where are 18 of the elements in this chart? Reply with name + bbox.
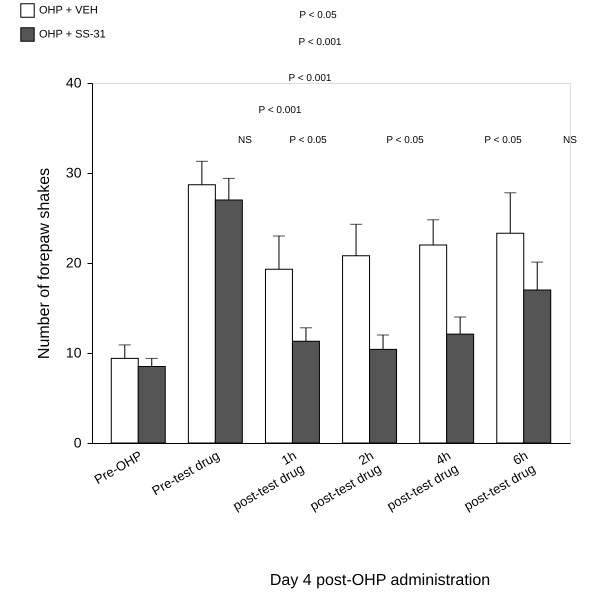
- annotation: P < 0.05: [484, 135, 522, 146]
- y-tick-label: 10: [66, 344, 82, 360]
- y-tick-label: 30: [66, 164, 82, 180]
- annotation: P < 0.001: [258, 105, 302, 116]
- y-tick-label: 20: [66, 254, 82, 270]
- annotation: NS: [563, 135, 578, 146]
- annotation: P < 0.001: [288, 73, 332, 84]
- text: Day 4 post-OHP administration: [270, 572, 490, 589]
- y-tick-label: 0: [74, 434, 82, 450]
- legend-label: OHP + SS-31: [39, 28, 106, 40]
- annotation: P < 0.05: [386, 135, 424, 146]
- annotation: P < 0.05: [289, 135, 328, 146]
- y-axis-title: Number of forepaw shakes: [36, 168, 53, 360]
- legend-label: OHP + VEH: [39, 4, 98, 16]
- text: P < 0.05: [299, 10, 338, 21]
- text: P < 0.001: [298, 37, 342, 48]
- annotation: NS: [238, 135, 252, 146]
- y-tick-label: 40: [66, 74, 82, 90]
